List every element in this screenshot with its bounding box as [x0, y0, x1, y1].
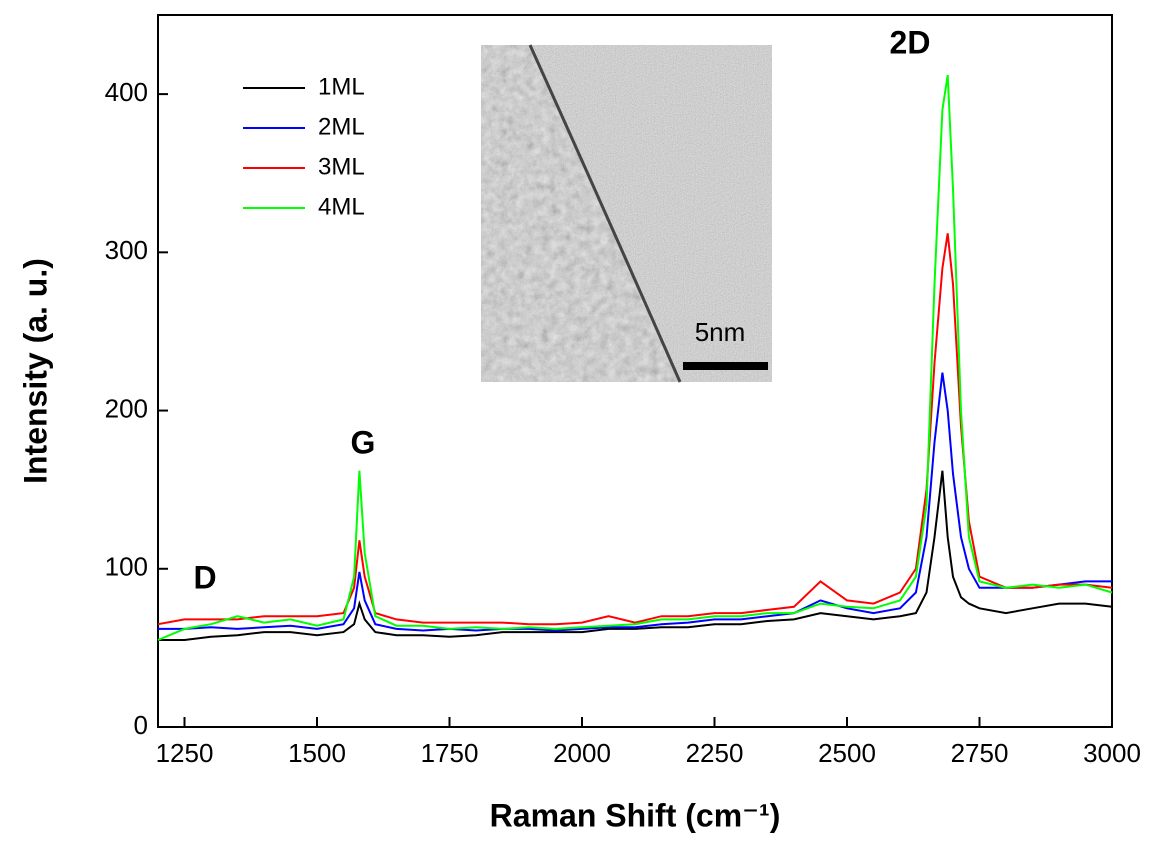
y-tick-label: 0: [134, 710, 148, 740]
y-tick-label: 300: [105, 235, 148, 265]
x-tick-label: 2750: [951, 738, 1009, 768]
y-tick-label: 400: [105, 77, 148, 107]
legend-label: 2ML: [318, 113, 365, 140]
plot-frame: [157, 14, 1113, 728]
x-axis-title: Raman Shift (cm⁻¹): [490, 797, 781, 833]
x-tick-label: 3000: [1083, 738, 1141, 768]
annotation: 2D: [890, 24, 931, 60]
x-tick-label: 1250: [156, 738, 214, 768]
series-line: [158, 372, 1112, 632]
series-line: [157, 74, 1113, 641]
annotation: G: [351, 424, 376, 460]
x-tick-label: 1750: [421, 738, 479, 768]
y-tick-label: 100: [105, 552, 148, 582]
y-axis-title: Intensity (a. u.): [17, 258, 53, 484]
scale-label: 5nm: [695, 317, 746, 347]
inset-image: 5nm: [481, 44, 772, 383]
legend-label: 3ML: [318, 153, 365, 180]
x-tick-label: 2500: [818, 738, 876, 768]
x-tick-label: 1500: [288, 738, 346, 768]
x-tick-label: 2000: [553, 738, 611, 768]
y-tick-label: 200: [105, 393, 148, 423]
x-tick-label: 2250: [686, 738, 744, 768]
legend-label: 4ML: [318, 193, 365, 220]
series-line: [158, 470, 1113, 641]
annotation: D: [193, 559, 216, 595]
legend-label: 1ML: [318, 73, 365, 100]
